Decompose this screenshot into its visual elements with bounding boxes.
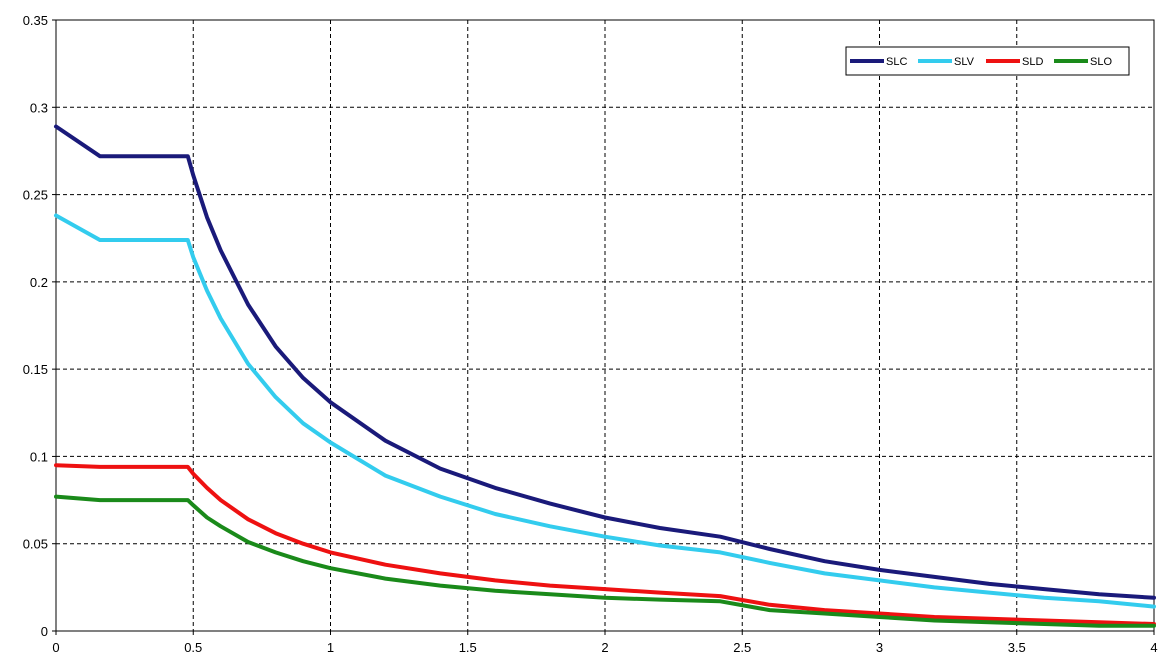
x-tick-label: 1: [327, 640, 334, 655]
y-tick-label: 0.15: [23, 362, 48, 377]
series-line-slv: [54, 213, 1156, 609]
legend: SLC SLV SLD SLO: [845, 46, 1130, 76]
y-axis-ticks: 0 0.05 0.1 0.15 0.2 0.25 0.3 0.35: [23, 13, 56, 639]
y-tick-label: 0.1: [30, 449, 48, 464]
series-lines: [54, 124, 1156, 628]
x-axis-ticks: 0 0.5 1 1.5 2 2.5 3 3.5 4: [52, 631, 1158, 655]
y-tick-label: 0.35: [23, 13, 48, 28]
x-tick-label: 1.5: [459, 640, 477, 655]
y-tick-label: 0: [41, 624, 48, 639]
x-tick-label: 3.5: [1008, 640, 1026, 655]
legend-label-slc: SLC: [886, 56, 907, 68]
x-tick-label: 4: [1150, 640, 1157, 655]
x-tick-label: 0: [52, 640, 59, 655]
series-line-slc: [54, 124, 1156, 600]
legend-label-slo: SLO: [1090, 56, 1112, 68]
y-tick-label: 0.3: [30, 100, 48, 115]
legend-label-slv: SLV: [954, 56, 975, 68]
series-line-slo: [54, 494, 1156, 628]
x-tick-label: 3: [876, 640, 883, 655]
x-tick-label: 0.5: [184, 640, 202, 655]
x-tick-label: 2: [601, 640, 608, 655]
y-tick-label: 0.25: [23, 188, 48, 203]
y-tick-label: 0.2: [30, 275, 48, 290]
gridlines: [56, 20, 1154, 631]
legend-label-sld: SLD: [1022, 56, 1043, 68]
x-tick-label: 2.5: [733, 640, 751, 655]
series-line-sld: [54, 463, 1156, 626]
y-tick-label: 0.05: [23, 537, 48, 552]
